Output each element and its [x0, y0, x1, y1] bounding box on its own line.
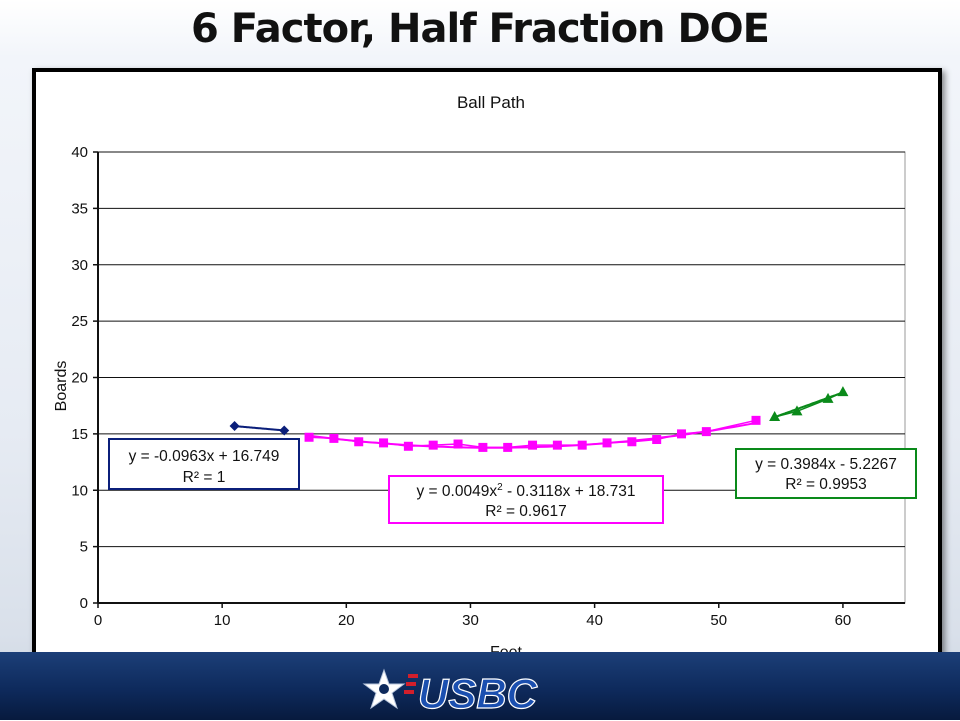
chart-gridlines: [97, 151, 906, 604]
chart-title: Ball Path: [457, 93, 525, 112]
chart-axes: [93, 151, 905, 608]
x-tick-label-60: 60: [835, 612, 852, 629]
eq2-exponent: 2: [497, 482, 503, 493]
data-points: [229, 386, 849, 452]
trendline-series-3: [774, 391, 844, 419]
x-tick-label-30: 30: [462, 612, 479, 629]
trendline-r2-series-1: R² = 1: [183, 469, 226, 486]
point-series-2-11: [552, 440, 562, 450]
footer-band: [0, 652, 960, 720]
point-series-3-3: [822, 392, 834, 403]
point-series-3-1: [769, 410, 781, 421]
trendline-label-series-2: y = 0.0049x2 - 0.3118x + 18.731 R² = 0.9…: [388, 475, 664, 524]
trendline-equation-series-3: y = 0.3984x - 5.2267: [755, 456, 897, 473]
bowler-star-logo-icon: [362, 668, 406, 710]
point-series-2-4: [379, 438, 389, 448]
x-tick-label-20: 20: [338, 612, 355, 629]
point-series-2-14: [627, 437, 637, 447]
point-series-2-2: [329, 433, 339, 443]
series-line-1: [234, 425, 285, 432]
y-tick-label-0: 0: [80, 595, 88, 612]
point-series-3-2: [791, 405, 803, 416]
y-axis-label: Boards: [53, 361, 70, 412]
point-series-2-9: [503, 442, 513, 452]
trendline-equation-series-2: y = 0.0049x2 - 0.3118x + 18.731: [417, 482, 636, 500]
y-tick-label-5: 5: [80, 539, 88, 556]
trendline-box-series-1: [108, 438, 300, 490]
point-series-2-17: [701, 427, 711, 437]
point-series-2-5: [403, 441, 413, 451]
usbc-logo-text: USBC: [418, 670, 538, 716]
slide-title: 6 Factor, Half Fraction DOE: [191, 6, 770, 52]
y-tick-label-20: 20: [71, 370, 88, 387]
eq2-suffix: - 0.3118x + 18.731: [503, 483, 636, 500]
eq2-prefix: y = 0.0049x: [417, 483, 498, 500]
x-tick-label-40: 40: [586, 612, 603, 629]
point-series-2-10: [528, 440, 538, 450]
x-tick-label-0: 0: [94, 612, 102, 629]
trendline-box-series-3: [735, 448, 917, 499]
point-series-3-4: [837, 386, 849, 397]
point-series-2-3: [354, 437, 364, 447]
trendline-r2-series-2: R² = 0.9617: [485, 503, 566, 520]
chart-tick-labels: 0 5 10 15 20 25 30 35 40 0 10 20 30 40 50 60: [71, 144, 851, 629]
x-tick-label-10: 10: [214, 612, 231, 629]
point-series-2-12: [577, 440, 587, 450]
point-series-1-1: [229, 420, 240, 431]
series-line-3: [774, 391, 844, 418]
trendline-label-series-1: y = -0.0963x + 16.749 R² = 1: [108, 438, 300, 490]
trendline-equation-series-1: y = -0.0963x + 16.749: [129, 448, 280, 465]
point-series-2-7: [453, 439, 463, 449]
point-series-2-1: [304, 432, 314, 442]
point-series-2-15: [652, 435, 662, 445]
point-series-2-13: [602, 438, 612, 448]
point-series-2-6: [428, 440, 438, 450]
y-tick-label-10: 10: [71, 482, 88, 499]
trendline-box-series-2: [388, 475, 664, 524]
point-series-2-16: [677, 429, 687, 439]
point-series-2-8: [478, 442, 488, 452]
point-series-2-18: [751, 415, 761, 425]
x-tick-label-50: 50: [710, 612, 727, 629]
y-tick-label-30: 30: [71, 257, 88, 274]
y-tick-label-40: 40: [71, 144, 88, 161]
y-tick-label-35: 35: [71, 200, 88, 217]
y-tick-label-15: 15: [71, 426, 88, 443]
point-series-1-2: [279, 425, 290, 436]
trendline-r2-series-3: R² = 0.9953: [785, 476, 866, 493]
y-tick-label-25: 25: [71, 313, 88, 330]
chart-frame: Ball Path 0 5 10 15 20 25 30 35 40 0 10 20 30 40 50 60 …: [32, 68, 942, 672]
usbc-logo: USBC: [360, 668, 610, 718]
trendline-label-series-3: y = 0.3984x - 5.2267 R² = 0.9953: [735, 448, 917, 499]
